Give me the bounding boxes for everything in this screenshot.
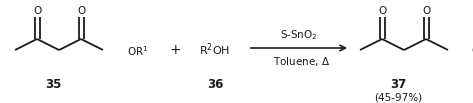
Text: O: O bbox=[378, 6, 386, 16]
Text: +: + bbox=[169, 43, 181, 57]
Text: OR$^1$: OR$^1$ bbox=[127, 44, 149, 58]
Text: O: O bbox=[77, 6, 85, 16]
Text: O: O bbox=[422, 6, 430, 16]
Text: (45-97%): (45-97%) bbox=[374, 92, 422, 102]
Text: 37: 37 bbox=[390, 78, 406, 91]
Text: 35: 35 bbox=[45, 78, 61, 91]
Text: Toluene, $\Delta$: Toluene, $\Delta$ bbox=[273, 54, 331, 67]
Text: R$^{2}$OH: R$^{2}$OH bbox=[200, 42, 230, 58]
Text: O: O bbox=[33, 6, 41, 16]
Text: S-SnO$_2$: S-SnO$_2$ bbox=[280, 28, 318, 42]
Text: OR$_2$: OR$_2$ bbox=[471, 44, 473, 58]
Text: 36: 36 bbox=[207, 78, 223, 91]
